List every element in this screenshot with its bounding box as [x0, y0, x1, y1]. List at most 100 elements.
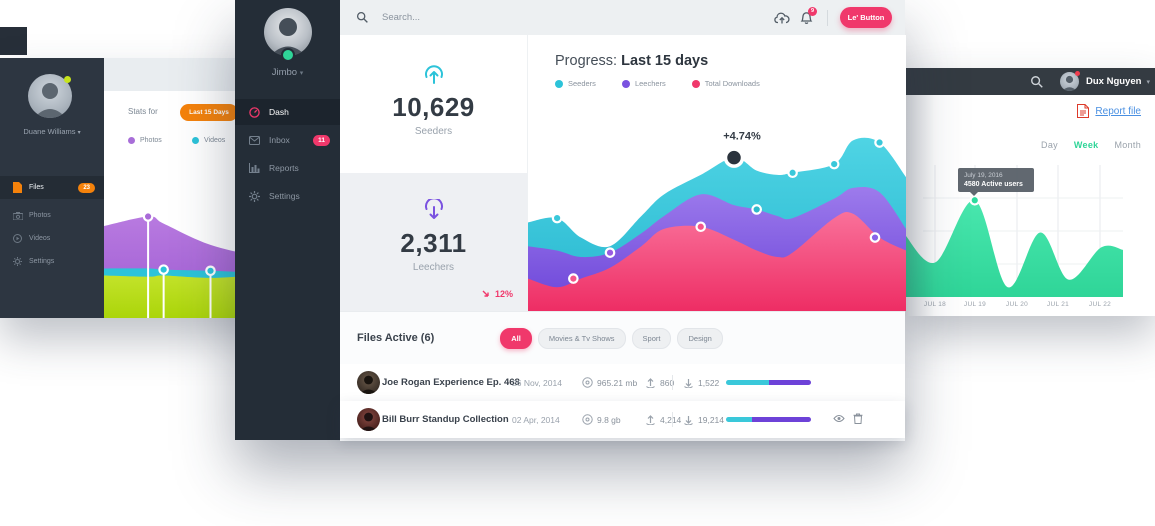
seed-upload-icon: [645, 377, 656, 388]
right-topbar: Dux Nguyen ▾: [905, 68, 1155, 95]
legend-item-leechers: Leechers: [621, 79, 666, 88]
avatar[interactable]: [28, 74, 72, 118]
search-input[interactable]: [380, 11, 564, 24]
seed-upload-icon: [645, 414, 656, 425]
file-date: 26 Nov, 2014: [512, 378, 562, 388]
seeders-stat-block: 10,629 Seeders: [340, 35, 527, 173]
notification-badge: 9: [808, 6, 817, 16]
sidebar-item-label: Dash: [269, 107, 289, 117]
divider: [827, 9, 828, 26]
stats-for-label: Stats for: [128, 107, 158, 116]
leechers-label: Leechers: [412, 262, 455, 273]
report-file-link[interactable]: Report file: [1095, 105, 1141, 117]
report-file-row[interactable]: Report file: [1077, 104, 1141, 118]
disc-icon: [582, 377, 593, 388]
sidebar-item-reports[interactable]: Reports: [235, 155, 340, 181]
legend-item-videos: Videos: [192, 137, 225, 144]
disc-icon: [582, 414, 593, 425]
x-tick-label: JUL 21: [1046, 301, 1070, 308]
progress-chart-block: Progress: Last 15 days Seeders Leechers …: [527, 35, 906, 311]
person-silhouette-icon: [1062, 75, 1077, 91]
sidebar-item-settings[interactable]: Settings: [235, 183, 340, 209]
filter-design[interactable]: Design: [677, 327, 723, 349]
tab-month[interactable]: Month: [1114, 140, 1141, 150]
tab-week[interactable]: Week: [1073, 140, 1099, 150]
x-tick-label: JUL 20: [1005, 301, 1029, 308]
file-size: 9.8 gb: [597, 415, 621, 425]
play-icon: [13, 234, 23, 243]
user-name[interactable]: Dux Nguyen: [1086, 76, 1142, 87]
x-tick-label: JUL 19: [963, 301, 987, 308]
x-tick-label: JUL 22: [1088, 301, 1112, 308]
user-name[interactable]: Jimbo ▾: [271, 67, 304, 78]
envelope-icon: [249, 135, 261, 145]
chart-tooltip: July 19, 2016 4580 Active users: [958, 168, 1034, 196]
legend-dot: [192, 137, 199, 144]
avatar[interactable]: [1060, 71, 1080, 91]
filter-sport[interactable]: Sport: [631, 327, 672, 349]
person-silhouette-icon: [359, 375, 378, 394]
file-row[interactable]: Joe Rogan Experience Ep. 468 26 Nov, 201…: [340, 364, 905, 402]
trash-icon[interactable]: [853, 413, 863, 424]
chevron-down-icon: ▾: [1146, 78, 1150, 86]
file-icon: [13, 182, 23, 193]
sidebar-item-photos[interactable]: Photos: [0, 204, 104, 227]
camera-icon: [13, 211, 23, 220]
leechers-stat-block: 2,311 Leechers 12%: [340, 173, 527, 311]
sidebar-item-dash[interactable]: Dash: [235, 99, 340, 125]
file-avatar: [357, 408, 380, 431]
file-seeders: 860: [660, 378, 675, 388]
bar-chart-icon: [249, 163, 261, 173]
cloud-upload-icon[interactable]: [774, 12, 790, 24]
upload-icon: [340, 35, 527, 87]
legend-dot: [621, 79, 630, 88]
files-title: Files Active (6): [357, 332, 435, 344]
search-icon[interactable]: [356, 11, 369, 24]
tab-day[interactable]: Day: [1041, 140, 1058, 150]
sidebar-item-files[interactable]: Files 23: [0, 176, 104, 199]
tooltip-value: 4580 Active users: [964, 181, 1023, 188]
svg-text:+4.74%: +4.74%: [723, 131, 761, 143]
range-button-last-15-days[interactable]: Last 15 Days: [180, 104, 238, 121]
sidebar-item-label: Photos: [29, 212, 51, 219]
dashboard-icon: [249, 106, 261, 118]
main-panel: Jimbo ▾ Dash Inbox 11 Reports Settings 9…: [235, 0, 906, 441]
le-button[interactable]: Le' Button: [840, 7, 892, 28]
sidebar-item-inbox[interactable]: Inbox 11: [235, 127, 340, 153]
file-title: Joe Rogan Experience Ep. 468: [382, 377, 520, 388]
corner-deco-square: [0, 27, 27, 55]
person-silhouette-icon: [359, 412, 378, 431]
sidebar-item-label: Files: [29, 184, 44, 191]
leechers-value: 2,311: [400, 228, 467, 258]
user-name[interactable]: Duane Williams ▾: [23, 127, 81, 136]
seeders-value: 10,629: [392, 92, 475, 122]
search-icon[interactable]: [1030, 75, 1044, 89]
sidebar-item-label: Videos: [29, 235, 51, 242]
eye-icon[interactable]: [833, 414, 845, 423]
legend-dot: [691, 79, 700, 88]
online-status-dot: [281, 48, 295, 62]
sidebar-item-label: Reports: [269, 163, 299, 173]
divider: [672, 375, 673, 390]
tooltip-date: July 19, 2016: [964, 172, 1003, 179]
seeders-label: Seeders: [414, 126, 453, 137]
filter-all[interactable]: All: [500, 327, 532, 349]
pdf-file-icon: [1077, 104, 1090, 118]
gear-icon: [13, 257, 23, 266]
file-row[interactable]: Bill Burr Standup Collection 02 Apr, 201…: [340, 401, 905, 438]
avatar[interactable]: [264, 8, 312, 56]
inbox-count-badge: 11: [313, 134, 330, 146]
sidebar-item-label: Settings: [29, 258, 55, 265]
right-panel: Dux Nguyen ▾ Report file Day Week Month …: [905, 68, 1155, 316]
legend-item-seeders: Seeders: [555, 79, 596, 88]
download-icon: [340, 173, 527, 223]
leech-download-icon: [683, 414, 694, 425]
filter-movies-tv[interactable]: Movies & Tv Shows: [537, 327, 626, 349]
bell-icon[interactable]: 9: [800, 6, 817, 25]
sidebar-item-videos[interactable]: Videos: [0, 227, 104, 250]
x-tick-label: JUL 18: [923, 301, 947, 308]
file-leechers: 19,214: [698, 415, 724, 425]
sidebar-item-settings[interactable]: Settings: [0, 250, 104, 273]
files-header: Files Active (6) All Movies & Tv Shows S…: [340, 312, 905, 364]
sidebar-item-label: Settings: [269, 191, 300, 201]
